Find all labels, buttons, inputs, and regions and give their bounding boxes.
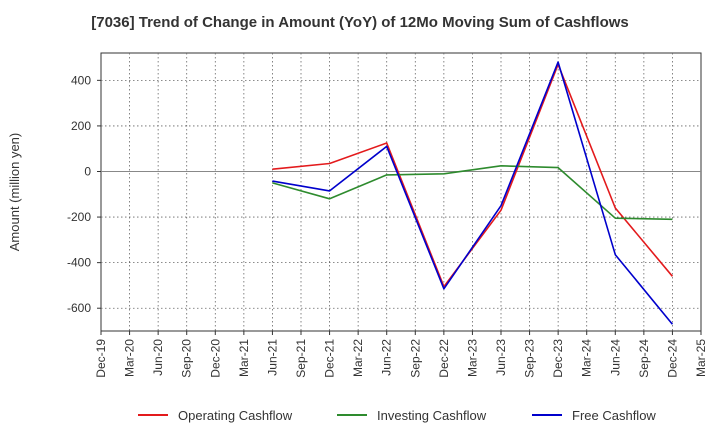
- x-tick-label: Dec-21: [323, 339, 337, 378]
- series-lines: [272, 61, 674, 325]
- x-tick-label: Mar-24: [580, 339, 594, 377]
- legend-label: Investing Cashflow: [377, 408, 487, 423]
- legend: Operating Cashflow Investing Cashflow Free…: [138, 408, 656, 423]
- y-tick-label: -400: [67, 256, 91, 270]
- x-tick-label: Dec-20: [208, 339, 222, 378]
- x-tick-label: Mar-21: [237, 339, 251, 377]
- x-tick-label: Jun-22: [380, 339, 394, 376]
- y-tick-label: 0: [84, 164, 91, 178]
- x-tick-label: Dec-19: [94, 339, 108, 378]
- x-tick-label: Mar-23: [465, 339, 479, 377]
- plot-area: [100, 52, 702, 332]
- chart-title: [7036] Trend of Change in Amount (YoY) o…: [91, 14, 629, 31]
- x-tick-label: Dec-23: [551, 339, 565, 378]
- x-tick-label: Jun-20: [151, 339, 165, 376]
- x-tick-label: Sep-20: [180, 339, 194, 378]
- series-line-investing-cashflow: [272, 165, 673, 221]
- x-tick-label: Jun-23: [494, 339, 508, 376]
- x-tick-label: Mar-22: [351, 339, 365, 377]
- x-tick-label: Jun-24: [608, 339, 622, 376]
- y-tick-label: -600: [67, 301, 91, 315]
- y-tick-label: -200: [67, 210, 91, 224]
- x-tick-label: Sep-23: [523, 339, 537, 378]
- x-tick-label: Sep-22: [408, 339, 422, 378]
- x-tick-label: Sep-21: [294, 339, 308, 378]
- x-axis-ticks: Dec-19 Mar-20 Jun-20 Sep-20 Dec-20 Mar-21 Jun-…: [94, 331, 708, 378]
- y-axis-title: Amount (million yen): [7, 133, 22, 252]
- legend-label: Free Cashflow: [572, 408, 656, 423]
- y-tick-label: 200: [71, 119, 91, 133]
- y-axis-ticks: 400 200 0 -200 -400 -600: [67, 73, 101, 315]
- legend-label: Operating Cashflow: [178, 408, 293, 423]
- x-tick-label: Mar-20: [123, 339, 137, 377]
- y-tick-label: 400: [71, 73, 91, 87]
- x-tick-label: Sep-24: [637, 339, 651, 378]
- x-tick-label: Dec-24: [665, 339, 679, 378]
- x-tick-label: Jun-21: [265, 339, 279, 376]
- x-tick-label: Dec-22: [437, 339, 451, 378]
- x-tick-label: Mar-25: [694, 339, 708, 377]
- series-line-free-cashflow: [272, 61, 674, 325]
